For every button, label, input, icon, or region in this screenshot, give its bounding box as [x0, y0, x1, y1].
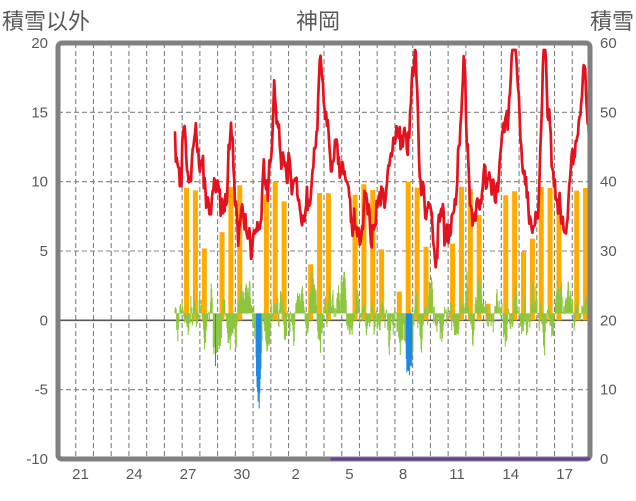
svg-text:21: 21 [72, 466, 89, 483]
svg-text:0: 0 [40, 312, 48, 329]
svg-text:2: 2 [291, 466, 299, 483]
svg-text:8: 8 [399, 466, 407, 483]
svg-text:50: 50 [600, 104, 617, 121]
svg-text:30: 30 [600, 243, 617, 260]
svg-text:14: 14 [502, 466, 519, 483]
svg-text:60: 60 [600, 35, 617, 52]
svg-text:30: 30 [234, 466, 251, 483]
svg-text:24: 24 [126, 466, 143, 483]
svg-text:27: 27 [180, 466, 197, 483]
svg-text:5: 5 [40, 243, 48, 260]
svg-text:20: 20 [31, 35, 48, 52]
svg-text:40: 40 [600, 174, 617, 191]
svg-text:20: 20 [600, 312, 617, 329]
svg-text:11: 11 [449, 466, 465, 483]
svg-text:5: 5 [345, 466, 353, 483]
svg-text:10: 10 [31, 174, 48, 191]
svg-text:-5: -5 [35, 382, 48, 399]
svg-text:-10: -10 [26, 451, 48, 468]
svg-text:17: 17 [556, 466, 573, 483]
svg-text:15: 15 [31, 104, 48, 121]
svg-text:10: 10 [600, 382, 617, 399]
svg-text:0: 0 [600, 451, 608, 468]
